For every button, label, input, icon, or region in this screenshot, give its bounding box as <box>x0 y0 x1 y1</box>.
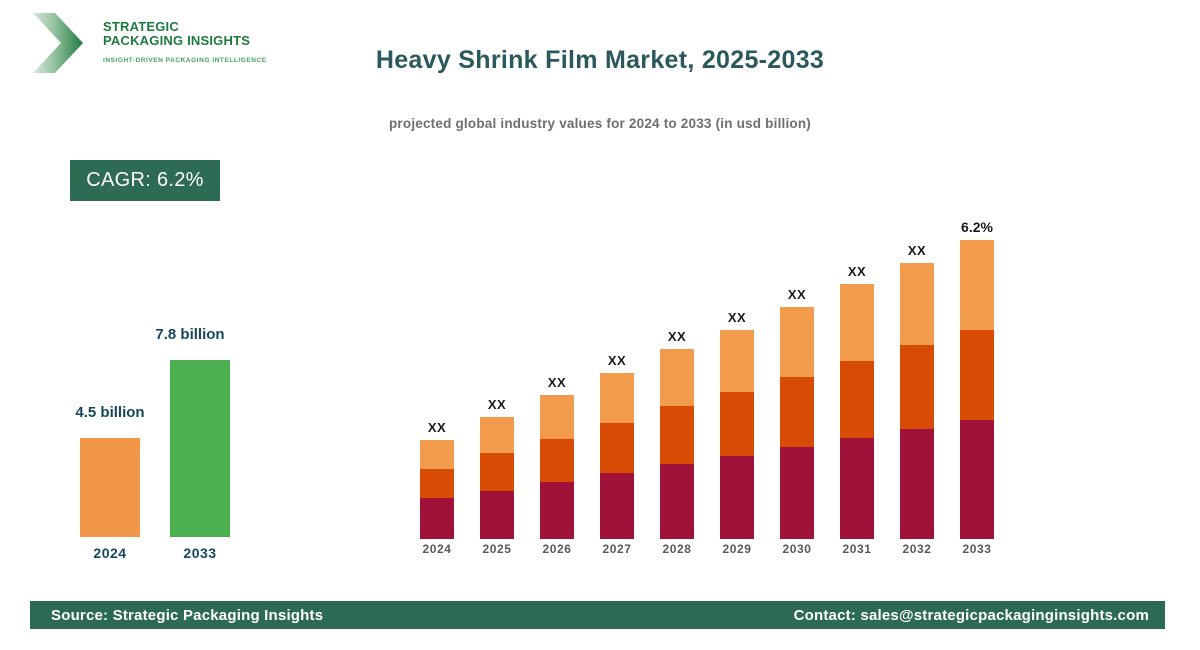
stacked-bar <box>420 440 454 539</box>
summary-year-2024: 2024 <box>93 545 127 561</box>
summary-value-label-2024: 4.5 billion <box>75 404 145 421</box>
logo-text: STRATEGIC PACKAGING INSIGHTS INSIGHT-DRI… <box>103 12 267 65</box>
page-subtitle: projected global industry values for 202… <box>388 116 812 131</box>
stacked-bar <box>960 240 994 539</box>
segment-bottom <box>900 429 934 539</box>
bar-value-label: XX <box>727 310 747 325</box>
bar-group-2032: XX 2032 <box>887 198 947 558</box>
segment-middle <box>660 406 694 464</box>
segment-top <box>480 417 514 453</box>
footer-source: Source: Strategic Packaging Insights <box>51 606 324 624</box>
bar-year-label: 2025 <box>482 542 512 556</box>
segment-middle <box>900 345 934 429</box>
segment-top <box>900 263 934 345</box>
summary-bar-2033 <box>170 360 230 537</box>
bar-group-2025: XX 2025 <box>467 198 527 558</box>
bar-group-2029: XX 2029 <box>707 198 767 558</box>
bar-group-2028: XX 2028 <box>647 198 707 558</box>
stacked-bar <box>840 284 874 539</box>
stacked-bar <box>660 349 694 539</box>
logo: STRATEGIC PACKAGING INSIGHTS INSIGHT-DRI… <box>32 12 267 74</box>
logo-name-line2: PACKAGING INSIGHTS <box>103 33 251 48</box>
footer-bar: Source: Strategic Packaging Insights Con… <box>30 601 1165 629</box>
segment-middle <box>960 330 994 420</box>
segment-bottom <box>540 482 574 539</box>
segment-middle <box>480 453 514 491</box>
segment-bottom <box>840 438 874 539</box>
bar-year-label: 2032 <box>902 542 932 556</box>
bar-group-2030: XX 2030 <box>767 198 827 558</box>
bar-group-2031: XX 2031 <box>827 198 887 558</box>
bar-year-label: 2030 <box>782 542 812 556</box>
bar-group-2026: XX 2026 <box>527 198 587 558</box>
bar-year-label: 2028 <box>662 542 692 556</box>
stacked-bar <box>720 330 754 539</box>
segment-middle <box>840 361 874 438</box>
bar-value-label: XX <box>607 353 627 368</box>
segment-bottom <box>420 498 454 539</box>
stacked-bar <box>600 373 634 539</box>
segment-bottom <box>960 420 994 539</box>
bar-value-label: XX <box>487 397 507 412</box>
segment-top <box>540 395 574 439</box>
stacked-bar <box>540 395 574 539</box>
segment-middle <box>540 439 574 482</box>
bar-year-label: 2029 <box>722 542 752 556</box>
logo-name-line1: STRATEGIC <box>103 19 179 34</box>
segment-top <box>600 373 634 423</box>
segment-top <box>960 240 994 330</box>
bar-group-2024: XX 2024 <box>407 198 467 558</box>
chevron-arrow-icon <box>33 13 83 73</box>
segment-bottom <box>600 473 634 539</box>
cagr-badge: CAGR: 6.2% <box>70 160 220 201</box>
segment-middle <box>720 392 754 456</box>
segment-middle <box>420 469 454 498</box>
bar-value-label: 6.2% <box>961 219 993 235</box>
segment-bottom <box>780 447 814 539</box>
bar-value-label: XX <box>847 264 867 279</box>
summary-value-label-2033: 7.8 billion <box>155 326 225 343</box>
bar-value-label: XX <box>787 287 807 302</box>
segment-middle <box>780 377 814 447</box>
summary-year-2033: 2033 <box>183 545 217 561</box>
stacked-bar <box>900 263 934 539</box>
bar-value-label: XX <box>667 329 687 344</box>
summary-bar-2024 <box>80 438 140 537</box>
page-title: Heavy Shrink Film Market, 2025-2033 <box>375 46 825 74</box>
bar-year-label: 2026 <box>542 542 572 556</box>
bar-value-label: XX <box>427 420 447 435</box>
logo-tagline: INSIGHT-DRIVEN PACKAGING INTELLIGENCE <box>103 57 267 64</box>
segment-bottom <box>660 464 694 539</box>
segment-middle <box>600 423 634 473</box>
bar-year-label: 2027 <box>602 542 632 556</box>
segment-bottom <box>720 456 754 539</box>
footer-contact: Contact: sales@strategicpackaginginsight… <box>793 606 1149 624</box>
stacked-bar <box>480 417 514 539</box>
bar-year-label: 2033 <box>962 542 992 556</box>
bar-value-label: XX <box>547 375 567 390</box>
bar-group-2033: 6.2% 2033 <box>947 198 1007 558</box>
segment-top <box>840 284 874 361</box>
bar-year-label: 2024 <box>422 542 452 556</box>
segment-top <box>720 330 754 392</box>
segment-bottom <box>480 491 514 539</box>
bar-year-label: 2031 <box>842 542 872 556</box>
segment-top <box>660 349 694 406</box>
segment-top <box>420 440 454 469</box>
segment-top <box>780 307 814 377</box>
bar-value-label: XX <box>907 243 927 258</box>
bar-group-2027: XX 2027 <box>587 198 647 558</box>
stacked-bar <box>780 307 814 539</box>
stacked-bar-chart: XX 2024 XX 2025 XX 2026 XX 2027 XX 2028 XX 2029 XX 20… <box>407 198 1007 558</box>
